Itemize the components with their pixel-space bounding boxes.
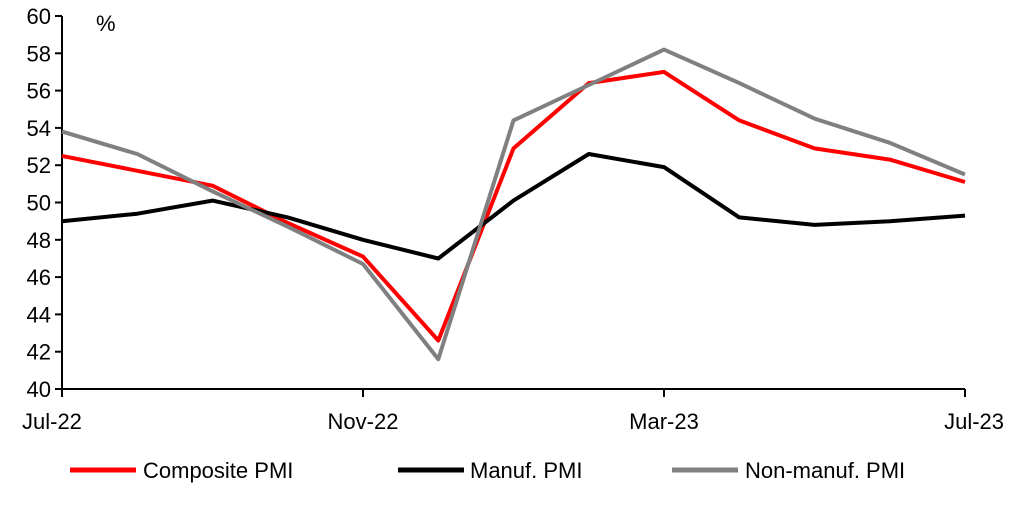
y-tick-label: 42 <box>27 340 51 365</box>
y-tick-label: 52 <box>27 153 51 178</box>
legend-label: Non-manuf. PMI <box>745 458 905 483</box>
series-manuf-pmi <box>61 152 966 261</box>
series-line <box>61 152 966 261</box>
y-tick-label: 44 <box>27 302 51 327</box>
legend: Composite PMI Manuf. PMI Non-manuf. PMI <box>70 458 905 483</box>
y-axis: 40 42 44 46 48 50 52 54 56 58 60 <box>27 4 63 402</box>
y-tick-label: 60 <box>27 4 51 29</box>
series-composite-pmi <box>61 69 966 343</box>
y-tick-label: 46 <box>27 265 51 290</box>
x-tick-label: Mar-23 <box>629 409 699 434</box>
y-tick-label: 50 <box>27 191 51 216</box>
y-tick-label: 58 <box>27 41 51 66</box>
legend-label: Composite PMI <box>143 458 293 483</box>
series-non-manuf-pmi <box>61 47 966 362</box>
x-tick-label: Jul-23 <box>944 409 1004 434</box>
y-tick-label: 40 <box>27 377 51 402</box>
y-tick-label: 48 <box>27 228 51 253</box>
y-tick-label: 54 <box>27 116 51 141</box>
legend-label: Manuf. PMI <box>470 458 582 483</box>
legend-item: Composite PMI <box>70 458 293 483</box>
unit-label: % <box>96 11 116 36</box>
series-layer <box>61 47 966 362</box>
x-tick-label: Nov-22 <box>328 409 399 434</box>
y-tick-label: 56 <box>27 79 51 104</box>
x-tick-label: Jul-22 <box>22 409 82 434</box>
x-axis: Jul-22 Nov-22 Mar-23 Jul-23 <box>22 388 1004 434</box>
legend-item: Non-manuf. PMI <box>672 458 905 483</box>
series-line <box>61 69 966 343</box>
legend-item: Manuf. PMI <box>398 458 582 483</box>
